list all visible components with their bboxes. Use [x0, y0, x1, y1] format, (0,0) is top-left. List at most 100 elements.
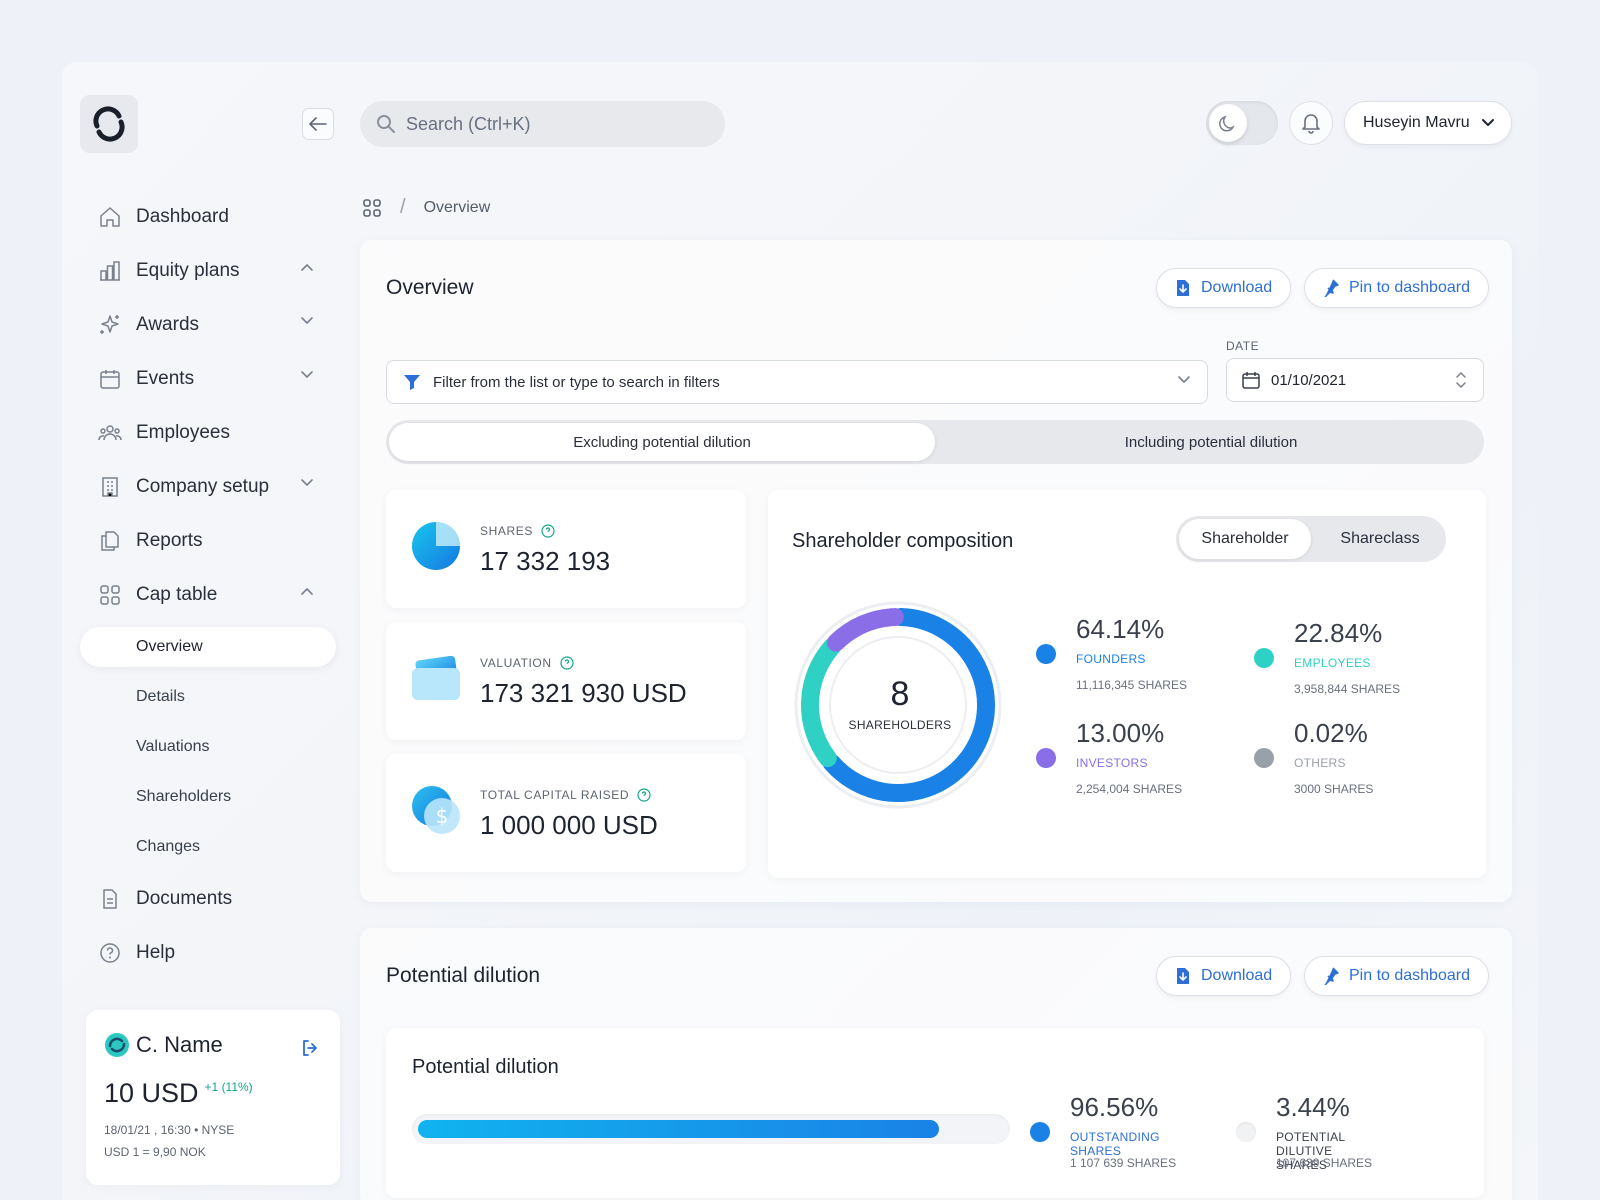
- search-input[interactable]: [406, 113, 696, 135]
- fx-rate: USD 1 = 9,90 NOK: [104, 1145, 206, 1159]
- sidebar-item-cap-table[interactable]: Cap table: [80, 568, 336, 622]
- sidebar-subitem-valuations[interactable]: Valuations: [136, 738, 210, 755]
- sidebar-item-label: Cap table: [136, 584, 218, 605]
- capital-raised-card: $ TOTAL CAPITAL RAISED 1 000 000 USD: [386, 754, 746, 872]
- legend-shares: 107 639 SHARES: [1276, 1156, 1373, 1170]
- legend-pct: 0.02%: [1294, 718, 1368, 748]
- bar-chart-icon: [100, 261, 120, 281]
- stat-label: SHARES: [480, 524, 555, 538]
- legend-dot: [1036, 748, 1056, 768]
- sidebar-item-label: Help: [136, 942, 176, 963]
- sidebar-item-reports[interactable]: Reports: [80, 514, 336, 568]
- theme-toggle[interactable]: [1206, 101, 1278, 145]
- date-picker[interactable]: 01/10/2021: [1226, 358, 1484, 402]
- company-logo-icon: [105, 1033, 129, 1057]
- chevron-up-icon: [301, 587, 313, 595]
- search-bar[interactable]: [360, 101, 725, 147]
- document-icon: [103, 889, 117, 909]
- breadcrumb: / Overview: [362, 196, 490, 219]
- download-button[interactable]: Download: [1156, 956, 1292, 996]
- home-icon: [100, 207, 120, 227]
- shareholder-donut-chart: [794, 601, 1002, 809]
- legend-shares: 1 107 639 SHARES: [1070, 1156, 1177, 1170]
- legend-shares: 3,958,844 SHARES: [1294, 682, 1401, 696]
- download-label: Download: [1201, 279, 1273, 296]
- logo-icon: [93, 106, 125, 142]
- filter-placeholder: Filter from the list or type to search i…: [433, 373, 720, 391]
- tab-excluding-dilution[interactable]: Excluding potential dilution: [389, 423, 935, 461]
- svg-text:$: $: [436, 804, 449, 828]
- up-down-icon[interactable]: [1455, 370, 1467, 390]
- bell-icon: [1302, 114, 1320, 134]
- sidebar-item-documents[interactable]: Documents: [80, 872, 336, 926]
- user-name: Huseyin Mavru: [1363, 114, 1470, 131]
- legend-shares: 2,254,004 SHARES: [1076, 782, 1183, 796]
- sidebar-item-label: Awards: [136, 314, 200, 335]
- sidebar-subitem-overview[interactable]: Overview: [80, 627, 336, 667]
- notifications-button[interactable]: [1289, 101, 1333, 145]
- collapse-sidebar-button[interactable]: [302, 108, 334, 140]
- sidebar-item-dashboard[interactable]: Dashboard: [80, 190, 336, 244]
- breadcrumb-separator: /: [400, 196, 406, 218]
- sidebar-subitem-shareholders[interactable]: Shareholders: [136, 788, 232, 805]
- donut-segment-employees[interactable]: [801, 638, 841, 768]
- sidebar-item-equity-plans[interactable]: Equity plans: [80, 244, 336, 298]
- tab-shareclass[interactable]: Shareclass: [1340, 530, 1420, 547]
- sidebar-item-events[interactable]: Events: [80, 352, 336, 406]
- sidebar-item-label: Documents: [136, 888, 233, 909]
- download-icon: [1177, 968, 1189, 984]
- pin-to-dashboard-button[interactable]: Pin to dashboard: [1304, 956, 1489, 996]
- sidebar-item-label: Employees: [136, 422, 230, 443]
- shares-value: 17 332 193: [480, 546, 611, 576]
- stat-label: TOTAL CAPITAL RAISED: [480, 788, 651, 802]
- calendar-icon: [1242, 372, 1260, 389]
- valuation-value: 173 321 930 USD: [480, 678, 687, 708]
- pin-label: Pin to dashboard: [1349, 279, 1470, 296]
- help-icon[interactable]: [541, 524, 555, 538]
- shareholder-count: 8: [890, 675, 910, 713]
- pin-label: Pin to dashboard: [1349, 967, 1470, 984]
- chevron-down-icon: [1178, 376, 1190, 384]
- composition-title: Shareholder composition: [792, 530, 1014, 552]
- pin-to-dashboard-button[interactable]: Pin to dashboard: [1304, 268, 1489, 308]
- theme-knob[interactable]: [1209, 104, 1247, 142]
- sidebar-nav: Dashboard Equity plans Awards Events Emp…: [80, 190, 336, 980]
- donut-segment-investors[interactable]: [826, 608, 904, 652]
- logout-button[interactable]: [300, 1038, 320, 1063]
- sidebar-item-company-setup[interactable]: Company setup: [80, 460, 336, 514]
- user-menu-button[interactable]: Huseyin Mavru: [1344, 101, 1512, 145]
- dilution-toggle: Excluding potential dilution Including p…: [386, 420, 1484, 464]
- download-button[interactable]: Download: [1156, 268, 1292, 308]
- help-icon[interactable]: [560, 656, 574, 670]
- price-meta: 18/01/21 , 16:30 • NYSE USD 1 = 9,90 NOK: [104, 1119, 322, 1163]
- tab-shareholder[interactable]: Shareholder: [1179, 519, 1311, 559]
- copy-icon: [101, 531, 119, 551]
- sidebar-item-employees[interactable]: Employees: [80, 406, 336, 460]
- shareholder-count-label: SHAREHOLDERS: [848, 718, 952, 732]
- legend-pct: 22.84%: [1294, 618, 1383, 648]
- help-icon[interactable]: [637, 788, 651, 802]
- sidebar-subitem-details[interactable]: Details: [136, 688, 185, 705]
- sidebar-item-awards[interactable]: Awards: [80, 298, 336, 352]
- legend-name: OUTSTANDING SHARES: [1070, 1130, 1160, 1158]
- app-logo[interactable]: [80, 95, 138, 153]
- chevron-down-icon: [301, 479, 313, 487]
- download-icon: [1177, 280, 1189, 296]
- company-card: C. Name 10 USD +1 (11%) 18/01/21 , 16:30…: [86, 1010, 340, 1185]
- sidebar-subitem-changes[interactable]: Changes: [136, 838, 201, 855]
- legend-name: INVESTORS: [1076, 756, 1148, 770]
- chevron-up-icon: [301, 263, 313, 271]
- pie-icon: [412, 522, 460, 570]
- donut-outer-ring: [794, 601, 1002, 809]
- legend-name: POTENTIAL DILUTIVE SHARES: [1276, 1130, 1345, 1172]
- donut-segment-founders[interactable]: [822, 608, 995, 802]
- grid-icon[interactable]: [362, 198, 382, 218]
- arrow-left-icon: [309, 117, 327, 131]
- legend-name: EMPLOYEES: [1294, 656, 1371, 670]
- sidebar-item-label: Reports: [136, 530, 203, 551]
- tab-including-dilution[interactable]: Including potential dilution: [1124, 433, 1298, 451]
- sidebar-item-help[interactable]: Help: [80, 926, 336, 980]
- pin-icon: [1324, 279, 1339, 297]
- filter-dropdown[interactable]: Filter from the list or type to search i…: [386, 360, 1208, 404]
- sidebar-item-label: Equity plans: [136, 260, 240, 281]
